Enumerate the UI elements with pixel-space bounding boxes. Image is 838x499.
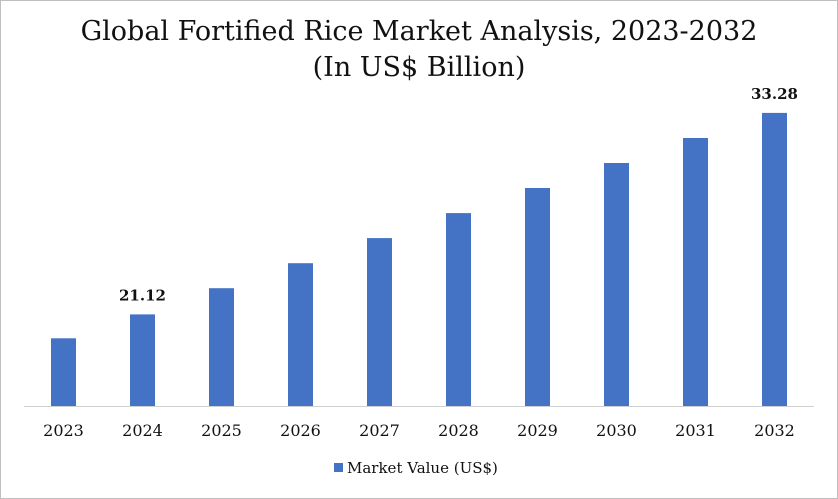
data-label-2024: 21.12: [119, 286, 166, 304]
x-tick-2026: 2026: [280, 421, 321, 440]
bar-2030: [604, 163, 629, 406]
bar-2031: [683, 138, 708, 406]
x-tick-2027: 2027: [359, 421, 400, 440]
x-tick-2030: 2030: [596, 421, 637, 440]
data-label-2032: 33.28: [751, 85, 798, 103]
x-tick-2028: 2028: [438, 421, 479, 440]
bar-2025: [209, 288, 234, 406]
bar-2029: [525, 188, 550, 406]
x-tick-2024: 2024: [122, 421, 163, 440]
chart-subtitle-text: (In US$ Billion): [312, 52, 526, 83]
x-tick-2031: 2031: [675, 421, 716, 440]
legend: Market Value (US$): [334, 459, 498, 477]
x-tick-2032: 2032: [754, 421, 795, 440]
bars-group: [51, 112, 787, 407]
x-tick-2023: 2023: [43, 421, 84, 440]
legend-swatch: [334, 463, 343, 472]
legend-label: Market Value (US$): [347, 459, 498, 477]
bar-2028: [446, 213, 471, 406]
x-tick-labels: 2023 2024 2025 2026 2027 2028 2029 2030 2031 2032: [43, 421, 795, 440]
bar-2027: [367, 238, 392, 406]
chart-title: Global Fortified Rice Market Analysis, 2…: [0, 14, 838, 86]
bar-2032: [762, 112, 787, 407]
x-tick-2029: 2029: [517, 421, 558, 440]
bar-2026: [288, 263, 313, 406]
x-tick-2025: 2025: [201, 421, 242, 440]
bar-2023: [51, 338, 76, 406]
data-labels: 21.12 33.28: [119, 85, 798, 304]
chart-title-text: Global Fortified Rice Market Analysis, 2…: [80, 16, 758, 47]
bar-2024: [130, 314, 155, 406]
